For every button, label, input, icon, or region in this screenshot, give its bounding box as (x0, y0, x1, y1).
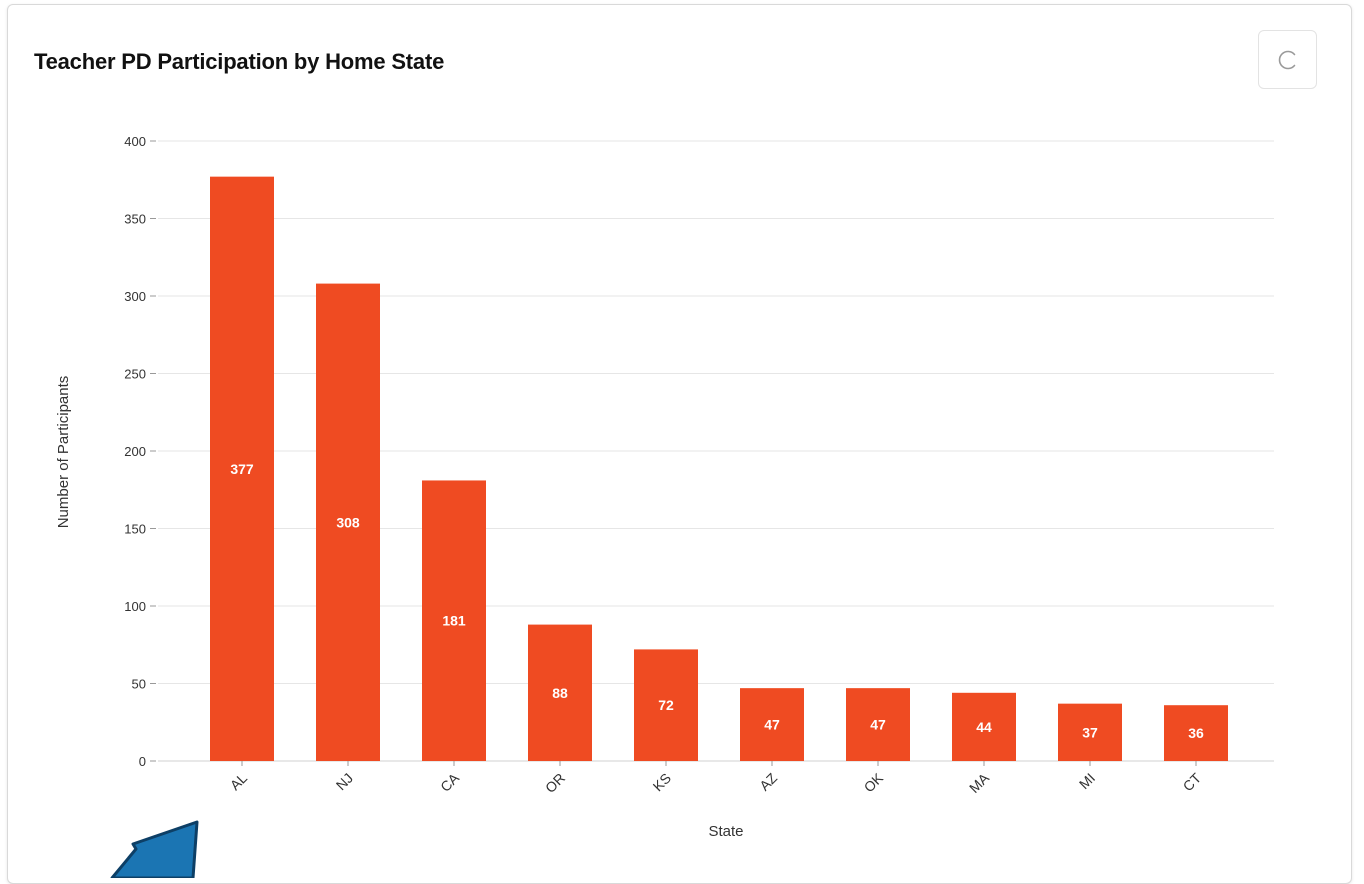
x-tick-label: AL (227, 770, 251, 794)
x-tick-label: CA (437, 769, 463, 795)
bar-mi (1058, 703, 1122, 761)
y-tick-label: 250 (124, 367, 146, 382)
x-tick-label: MA (966, 769, 993, 796)
data-label: 47 (870, 717, 886, 733)
bar-ok (846, 688, 910, 761)
chart-title: Teacher PD Participation by Home State (34, 49, 445, 74)
x-axis-ticks: AL NJ CA OR KS AZ OK MA MI CT (227, 761, 1205, 796)
x-tick-label: OR (542, 770, 568, 796)
bar-or (528, 624, 592, 761)
bars (210, 176, 1228, 761)
refresh-button[interactable] (1258, 30, 1317, 89)
bar-ma (952, 692, 1016, 761)
data-labels: 377 308 181 88 72 47 47 44 37 36 (230, 461, 1204, 741)
y-tick-label: 200 (124, 444, 146, 459)
x-tick-label: AZ (756, 769, 780, 793)
bar-ks (634, 649, 698, 761)
bar-ct (1164, 705, 1228, 761)
x-tick-label: MI (1076, 770, 1098, 792)
y-tick-label: 50 (132, 677, 146, 692)
data-label: 88 (552, 685, 568, 701)
y-tick-label: 400 (124, 134, 146, 149)
x-tick-label: OK (860, 769, 886, 795)
data-label: 181 (442, 613, 466, 629)
data-label: 36 (1188, 725, 1204, 741)
y-tick-label: 150 (124, 522, 146, 537)
x-tick-label: NJ (333, 770, 356, 793)
data-label: 72 (658, 697, 674, 713)
data-label: 47 (764, 717, 780, 733)
x-axis-label: State (708, 823, 743, 840)
y-tick-label: 100 (124, 599, 146, 614)
y-tick-label: 0 (139, 754, 146, 769)
refresh-icon (1278, 50, 1295, 69)
data-label: 37 (1082, 724, 1098, 740)
y-tick-label: 350 (124, 212, 146, 227)
y-tick-label: 300 (124, 289, 146, 304)
bar-ca (422, 480, 486, 761)
y-axis-ticks: 0 50 100 150 200 250 300 350 400 (124, 134, 156, 769)
bar-nj (316, 283, 380, 761)
bar-al (210, 176, 274, 761)
data-label: 44 (976, 719, 992, 735)
y-axis-label: Number of Participants (55, 376, 72, 529)
x-tick-label: KS (650, 770, 675, 795)
bar-az (740, 688, 804, 761)
data-label: 308 (336, 514, 360, 530)
x-tick-label: CT (1180, 769, 1205, 794)
data-label: 377 (230, 461, 254, 477)
